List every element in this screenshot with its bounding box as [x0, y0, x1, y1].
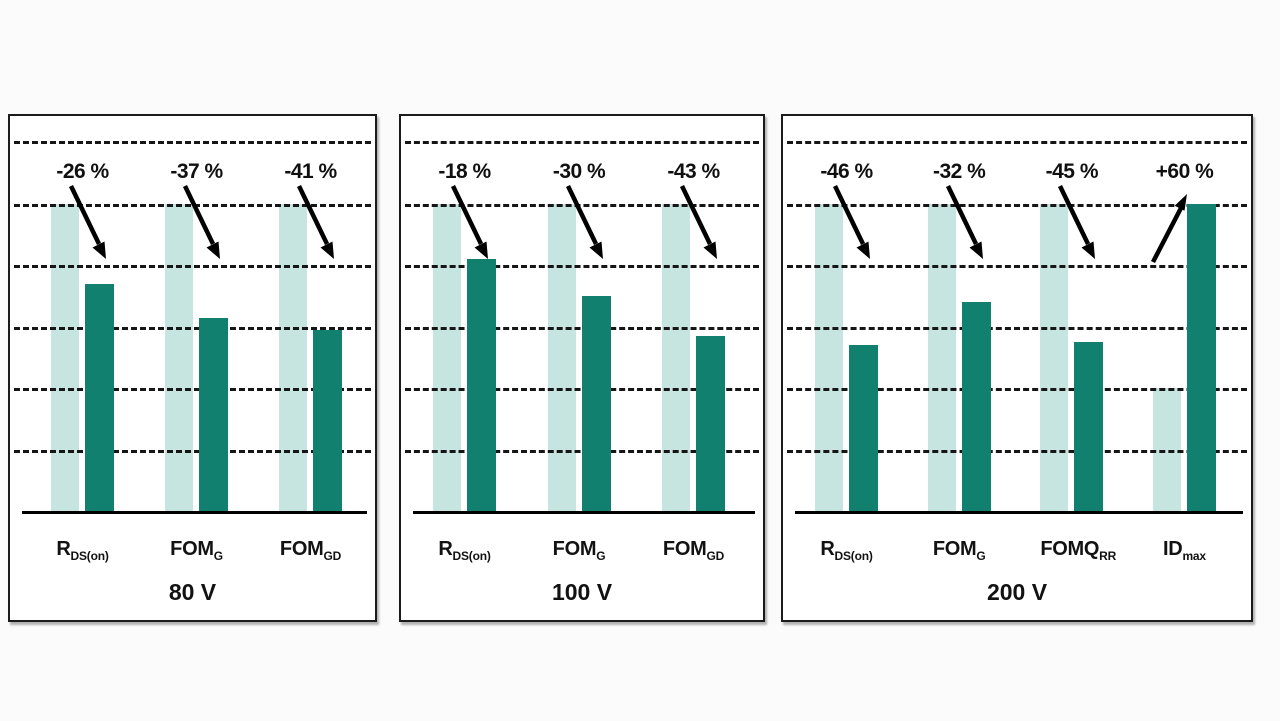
bar-group: -41 % — [279, 116, 342, 511]
bar-groups: -18 % -30 % -43 % — [401, 116, 763, 511]
value-bar — [85, 284, 114, 511]
arrow-down-icon — [565, 185, 603, 259]
panel-title: 200 V — [986, 579, 1048, 605]
gridline — [787, 388, 1247, 391]
arrow-down-icon — [296, 185, 334, 259]
bar-group: +60 % — [1150, 116, 1216, 511]
category-label: RDS(on) — [820, 538, 873, 563]
value-bar — [199, 318, 228, 511]
baseline-bar — [927, 204, 956, 511]
change-label: -37 % — [170, 160, 223, 183]
category-label: FOMG — [170, 538, 223, 563]
plot-area-200v: -46 % -32 % -45 % — [783, 116, 1251, 511]
value-bar — [313, 330, 342, 511]
arrow-down-icon — [450, 185, 488, 259]
gridline — [14, 265, 371, 268]
baseline-bar — [547, 204, 576, 511]
panel-80v: -26 % -37 % -41 % — [8, 114, 377, 622]
category-label: RDS(on) — [438, 538, 491, 563]
category-labels: RDS(on) FOMG FOMGD — [401, 514, 763, 569]
x-axis — [413, 511, 755, 514]
x-axis — [795, 511, 1243, 514]
baseline-bar — [51, 204, 79, 511]
panel-title: 100 V — [551, 579, 613, 605]
bar-group: -46 % — [815, 116, 878, 511]
gridline — [14, 388, 371, 391]
category-label: IDmax — [1163, 538, 1206, 563]
category-label: FOMG — [932, 538, 986, 563]
change-label: -41 % — [284, 160, 337, 183]
bar-group: -26 % — [51, 116, 114, 511]
bar-group: -43 % — [662, 116, 725, 511]
arrow-up-icon — [1150, 194, 1187, 264]
gridline — [787, 204, 1247, 207]
gridline — [405, 204, 759, 207]
gridline — [14, 141, 371, 144]
category-label: FOMGD — [662, 538, 725, 563]
change-label: -30 % — [552, 160, 606, 183]
category-labels: RDS(on) FOMG FOMGD — [10, 514, 375, 569]
change-label: -18 % — [438, 160, 491, 183]
plot-area-100v: -18 % -30 % -43 % — [401, 116, 763, 511]
arrow-down-icon — [679, 185, 717, 259]
change-label: -45 % — [1045, 160, 1099, 183]
change-label: +60 % — [1155, 160, 1214, 183]
value-bar — [581, 296, 611, 511]
gridline — [405, 141, 759, 144]
bar-group: -45 % — [1040, 116, 1104, 511]
bar-group: -37 % — [165, 116, 228, 511]
gridline — [787, 450, 1247, 453]
arrow-down-icon — [1058, 185, 1096, 259]
bar-groups: -26 % -37 % -41 % — [10, 116, 375, 511]
category-label: FOMGD — [279, 538, 342, 563]
arrow-down-icon — [182, 185, 220, 259]
panel-200v: -46 % -32 % -45 % — [781, 114, 1253, 622]
value-bar — [849, 345, 878, 511]
gridline — [14, 450, 371, 453]
value-bar — [1186, 204, 1216, 511]
baseline-bar — [662, 204, 690, 511]
category-label: FOMQRR — [1040, 538, 1117, 563]
category-label: FOMG — [552, 538, 606, 563]
arrow-down-icon — [68, 185, 106, 259]
gridline — [14, 327, 371, 330]
baseline-bar — [165, 204, 193, 511]
bar-group: -32 % — [927, 116, 991, 511]
change-label: -26 % — [56, 160, 109, 183]
change-label: -32 % — [932, 160, 986, 183]
x-axis — [22, 511, 367, 514]
arrow-down-icon — [832, 185, 870, 259]
gridline — [787, 327, 1247, 330]
baseline-bar — [1040, 204, 1069, 511]
value-bar — [467, 259, 496, 511]
category-label: RDS(on) — [56, 538, 109, 563]
value-bar — [1074, 342, 1104, 511]
panel-title: 80 V — [168, 579, 217, 605]
baseline-bar — [815, 204, 843, 511]
gridline — [787, 141, 1247, 144]
plot-area-80v: -26 % -37 % -41 % — [10, 116, 375, 511]
baseline-bar — [279, 204, 307, 511]
gridline — [787, 265, 1247, 268]
bar-group: -30 % — [547, 116, 611, 511]
baseline-bar — [433, 204, 461, 511]
change-label: -43 % — [667, 160, 720, 183]
value-bar — [696, 336, 725, 511]
bar-groups: -46 % -32 % -45 % — [783, 116, 1251, 511]
change-label: -46 % — [820, 160, 873, 183]
baseline-bar — [1152, 388, 1181, 511]
panel-100v: -18 % -30 % -43 % — [399, 114, 765, 622]
value-bar — [961, 302, 991, 511]
bar-group: -18 % — [433, 116, 496, 511]
category-labels: RDS(on) FOMG FOMQRR IDmax — [783, 514, 1251, 569]
gridline — [405, 265, 759, 268]
arrow-down-icon — [945, 185, 983, 259]
